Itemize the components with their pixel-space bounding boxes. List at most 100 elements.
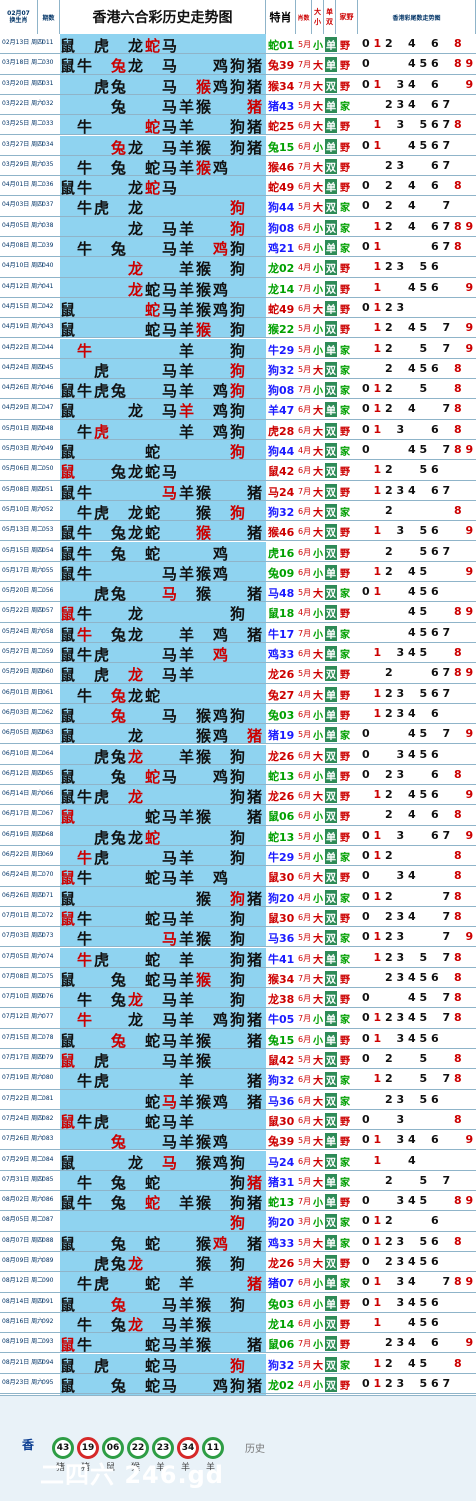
row-period: 042 — [42, 302, 54, 310]
month-count: 6月 — [298, 466, 312, 476]
tail-digit: 4 — [408, 1315, 416, 1329]
tail-digit: 1 — [373, 260, 382, 274]
page-title: 香港六合彩历史走势图 — [92, 10, 233, 26]
odd-even: 单 — [325, 300, 337, 316]
zone-e-bg — [358, 602, 476, 622]
zodiac-mark: 龙 — [128, 503, 144, 522]
odd-even: 双 — [325, 1214, 337, 1230]
zone-b-bg — [60, 54, 266, 74]
zodiac-mark: 羊 — [179, 138, 195, 157]
zodiac-mark: 狗 — [230, 1173, 246, 1192]
tail-digit: 2 — [385, 1376, 393, 1390]
special-number: 猴22 — [268, 323, 295, 337]
zone-b-bg — [60, 866, 266, 886]
zodiac-mark: 牛 — [77, 605, 93, 624]
tail-digit: 1 — [373, 1011, 382, 1025]
big-small: 小 — [313, 345, 323, 357]
zone-e-bg — [358, 988, 476, 1008]
row-period: 073 — [42, 932, 54, 940]
zone-c-bg — [266, 947, 328, 967]
zone-c-bg — [266, 237, 328, 257]
odd-even: 单 — [325, 341, 337, 357]
row-period: 052 — [42, 505, 54, 513]
zone-c-bg — [266, 1292, 328, 1312]
home-wild: 家 — [340, 406, 350, 418]
tail-digit: 8 — [454, 402, 462, 416]
zone-e-bg — [358, 1028, 476, 1048]
zone-b-bg — [60, 1312, 266, 1333]
home-wild: 家 — [340, 1015, 350, 1027]
odd-even: 双 — [325, 483, 337, 499]
special-number: 鼠06 — [268, 810, 295, 824]
tail-digit: 9 — [465, 77, 474, 91]
row-date: 06月26日 周四 — [2, 891, 44, 899]
row-period: 055 — [42, 566, 54, 574]
zodiac-mark: 猪 — [247, 1275, 263, 1294]
zodiac-mark: 马 — [162, 564, 178, 583]
home-wild: 家 — [340, 954, 350, 966]
home-wild: 野 — [340, 1259, 350, 1270]
big-small: 大 — [313, 1259, 323, 1270]
zodiac-mark: 猪 — [247, 118, 263, 137]
zodiac-mark: 牛 — [77, 240, 93, 258]
zodiac-mark: 蛇 — [145, 1234, 161, 1253]
zone-b-bg — [60, 1231, 266, 1251]
zone-c-bg — [266, 1130, 328, 1150]
zodiac-mark: 猪 — [247, 483, 263, 502]
zone-a-bg — [0, 1272, 60, 1292]
zodiac-mark: 兔 — [111, 77, 127, 96]
month-count: 5月 — [298, 40, 312, 49]
zodiac-mark: 兔 — [111, 524, 127, 543]
table-row: 05月29日 周四 060 鼠虎龙马羊龙26 5月大双野 2 6 7 8 9 — [0, 663, 476, 684]
tail-digit: 8 — [454, 361, 462, 375]
zone-c-bg — [266, 257, 328, 277]
odd-even: 双 — [325, 909, 337, 925]
row-period: 011 — [42, 39, 54, 46]
tail-digit: 6 — [431, 625, 439, 639]
zodiac-mark: 蛇 — [145, 909, 161, 928]
zone-a-bg — [0, 379, 60, 399]
odd-even: 单 — [325, 767, 337, 783]
zone-a-bg — [0, 1109, 60, 1130]
tail-digit: 8 — [454, 991, 462, 1005]
tail-digit: 4 — [408, 77, 416, 91]
watermark: 二四六 246.gd — [40, 1461, 224, 1489]
special-number: 虎28 — [268, 424, 295, 438]
special-number: 鸡33 — [268, 1236, 295, 1250]
month-count: 6月 — [298, 1115, 312, 1125]
tail-digit: 5 — [419, 280, 428, 294]
odd-even: 单 — [325, 97, 337, 113]
zodiac-mark: 牛 — [77, 503, 93, 522]
table-row: 06月01日 周日 061 牛兔龙蛇兔27 4月大单野 1 2 3 5 6 7 — [0, 683, 476, 705]
tail-digit: 5 — [419, 747, 428, 761]
home-wild: 野 — [340, 974, 350, 986]
tail-digit: 5 — [419, 361, 428, 375]
odd-even: 单 — [325, 1011, 337, 1027]
row-date: 04月10日 周四 — [2, 262, 44, 270]
table-row: 07月26日 周六 083 兔马羊猴鸡兔39 5月大单野 0 1 3 4 6 9 — [0, 1130, 476, 1152]
zodiac-mark: 虎 — [94, 199, 110, 218]
zone-c-bg — [266, 703, 328, 724]
tail-digit: 6 — [431, 666, 439, 680]
tail-digit: 0 — [362, 1031, 370, 1045]
odd-even: 双 — [325, 382, 337, 398]
zodiac-mark: 马 — [162, 1133, 178, 1152]
zodiac-mark: 鸡 — [213, 564, 229, 583]
zodiac-mark: 鸡 — [213, 646, 229, 664]
zodiac-mark: 鸡 — [213, 1153, 229, 1172]
zone-a-bg — [0, 1252, 60, 1272]
table-row: 07月05日 周六 074 牛虎蛇羊狗猪牛41 6月大单家 1 2 3 5 7 8 — [0, 947, 476, 969]
month-count: 6月 — [298, 1034, 312, 1044]
zodiac-mark: 蛇 — [145, 118, 161, 137]
zodiac-mark: 龙 — [128, 138, 144, 157]
zodiac-mark: 狗 — [230, 1376, 246, 1395]
tail-digit: 0 — [362, 930, 370, 944]
tail-digit: 5 — [419, 138, 428, 152]
zone-c-bg — [266, 94, 328, 115]
zodiac-mark: 猴 — [196, 585, 212, 604]
month-count: 5月 — [298, 730, 312, 740]
zone-e-bg — [358, 947, 476, 967]
tail-digit: 9 — [465, 341, 474, 355]
table-row: 05月15日 周四 054 鼠牛兔蛇鸡虎16 6月小双野 2 5 6 7 — [0, 541, 476, 563]
odd-even: 双 — [325, 1153, 337, 1169]
